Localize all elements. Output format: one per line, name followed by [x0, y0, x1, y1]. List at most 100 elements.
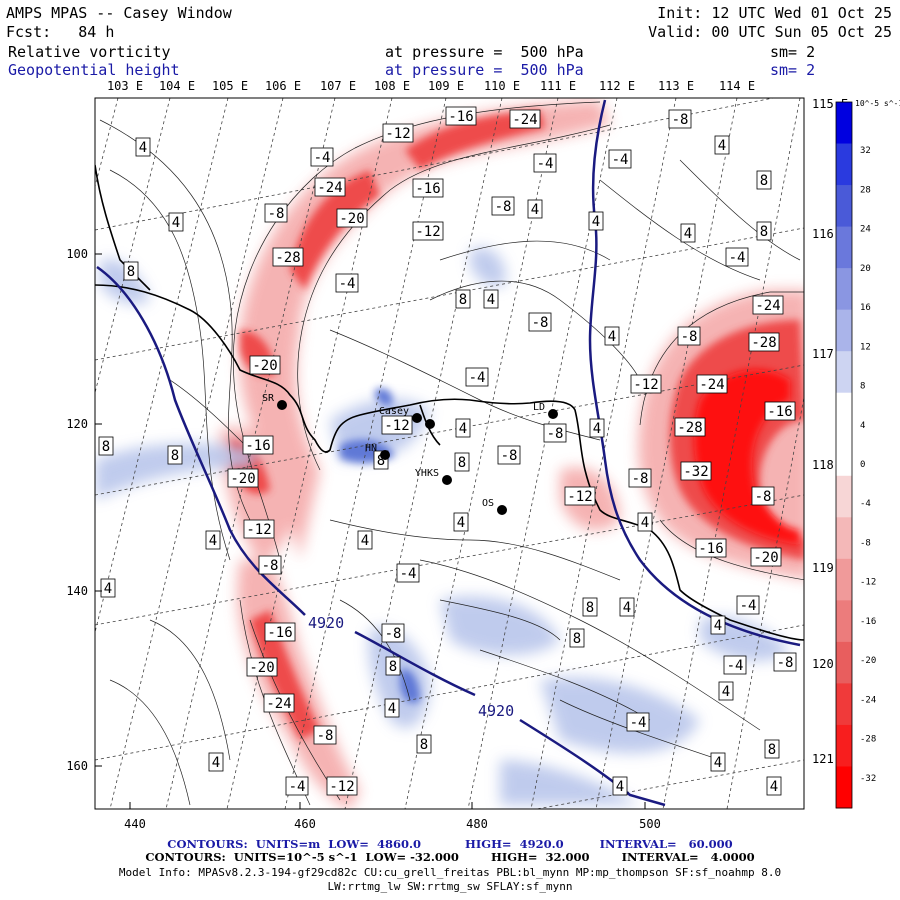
contour-value-text: 4: [616, 779, 624, 795]
contour-value-text: 4: [608, 329, 616, 345]
contour-value-text: 4: [104, 581, 112, 597]
colorbar-label: 28: [860, 185, 871, 195]
contour-value-label: -8: [773, 652, 797, 672]
contour-value-text: -20: [230, 471, 255, 487]
contour-value-label: -8: [628, 468, 652, 488]
contour-value-text: -8: [385, 626, 402, 642]
station-marker: [412, 413, 422, 423]
contour-value-text: -8: [268, 206, 285, 222]
contour-value-label: -8: [258, 555, 282, 575]
contour-value-label: -16: [695, 538, 727, 558]
top-longitude-label: 114 E: [719, 79, 755, 93]
longitude-line: [662, 98, 801, 809]
contour-value-text: 8: [586, 600, 594, 616]
contour-value-label: -32: [680, 461, 712, 481]
longitude-line: [109, 98, 284, 809]
contour-value-text: -16: [448, 109, 473, 125]
contour-value-label: 4: [710, 615, 726, 635]
station-name: SR: [262, 393, 275, 404]
colorbar-swatch: [836, 185, 852, 228]
colorbar-swatch: [836, 558, 852, 601]
contour-value-text: 4: [623, 600, 631, 616]
contour-value-text: 4: [592, 214, 600, 230]
contour-value-text: -4: [314, 150, 331, 166]
contour-value-text: -24: [317, 180, 342, 196]
contour-value-text: -12: [415, 224, 440, 240]
contour-value-text: -4: [630, 715, 647, 731]
contour-value-text: 8: [760, 224, 768, 240]
contour-value-label: -20: [246, 657, 278, 677]
colorbar-swatch: [836, 683, 852, 726]
contour-value-text: -28: [751, 335, 776, 351]
contour-value-label: -8: [381, 623, 405, 643]
contour-value-text: 4: [209, 533, 217, 549]
colorbar-swatch: [836, 600, 852, 643]
contour-value-label: 4: [637, 512, 653, 532]
contour-value-label: -20: [249, 355, 281, 375]
contour-value-text: -8: [755, 489, 772, 505]
contour-value-label: 4: [455, 418, 471, 438]
contour-value-label: -8: [751, 486, 775, 506]
colorbar-label: -4: [860, 499, 871, 509]
field1-name: Relative vorticity: [8, 43, 171, 61]
station-name: HN: [365, 443, 377, 454]
contour-value-label: -28: [272, 247, 304, 267]
x-tick-label: 500: [639, 817, 661, 831]
contour-value-text: 8: [459, 292, 467, 308]
contour-value-label: -8: [528, 312, 552, 332]
contour-value-label: 8: [167, 445, 183, 465]
contour-value-text: -16: [267, 625, 292, 641]
colorbar-swatch: [836, 143, 852, 186]
contour-value-text: 4: [388, 701, 396, 717]
contour-value-text: 4: [172, 215, 180, 231]
latitude-line: [534, 759, 804, 809]
contour-value-label: 4: [205, 530, 221, 550]
init-time: Init: 12 UTC Wed 01 Oct 25: [657, 4, 892, 22]
plot-area: 4920 4920 4 4 8 -4 -24 -20 -8 -28 -4 -12 -16 -24 -16…: [95, 98, 804, 809]
contour-value-text: -8: [672, 112, 689, 128]
contour-value-text: 8: [171, 448, 179, 464]
contour-value-text: 4: [593, 421, 601, 437]
contour-value-label: 4: [718, 681, 734, 701]
contour-value-label: -20: [336, 208, 368, 228]
contour-value-label: -8: [668, 109, 692, 129]
contour-value-label: -20: [750, 547, 782, 567]
contour-value-text: 4: [770, 779, 778, 795]
contour-value-text: 8: [377, 453, 385, 469]
contour-value-label: 4: [453, 512, 469, 532]
contour-value-text: -28: [275, 250, 300, 266]
contour-value-label: 4: [710, 752, 726, 772]
longitude-line: [344, 98, 503, 809]
contour-value-label: 8: [569, 628, 585, 648]
contour-value-label: 4: [357, 530, 373, 550]
top-longitude-labels: 103 E 104 E 105 E 106 E 107 E 108 E 109 E 110 E…: [107, 79, 755, 93]
contour-value-text: 8: [458, 455, 466, 471]
contour-value-label: -8: [264, 203, 288, 223]
forecast-hour: Fcst: 84 h: [6, 23, 115, 41]
plot-frame: [94, 97, 805, 810]
contour-value-text: 4: [531, 202, 539, 218]
y-tick-label: 100: [66, 247, 88, 261]
top-longitude-label: 103 E: [107, 79, 143, 93]
contour-value-label: -4: [723, 655, 747, 675]
contour-value-text: -24: [755, 298, 780, 314]
contour-value-label: -8: [543, 423, 567, 443]
colorbar-swatch: [836, 766, 852, 809]
top-longitude-label: 106 E: [265, 79, 301, 93]
peak-negative-vorticity-shading: [694, 369, 800, 545]
station-marker: [380, 450, 390, 460]
contour-value-text: -32: [683, 464, 708, 480]
colorbar-swatch: [836, 475, 852, 518]
contour-value-text: -8: [317, 728, 334, 744]
contour-value-label: -20: [227, 468, 259, 488]
colorbar-label: -24: [860, 695, 876, 705]
contour-value-text: -12: [246, 522, 271, 538]
contour-value-text: 4: [722, 684, 730, 700]
height-contour-label: 4920: [308, 614, 344, 632]
contour-value-label: -16: [412, 178, 444, 198]
contour-value-label: -4: [465, 367, 489, 387]
x-tick-label: 460: [294, 817, 316, 831]
height-contour-label-2: 4920: [478, 702, 514, 720]
contour-value-text: -4: [289, 779, 306, 795]
colorbar-label: 0: [860, 460, 865, 470]
